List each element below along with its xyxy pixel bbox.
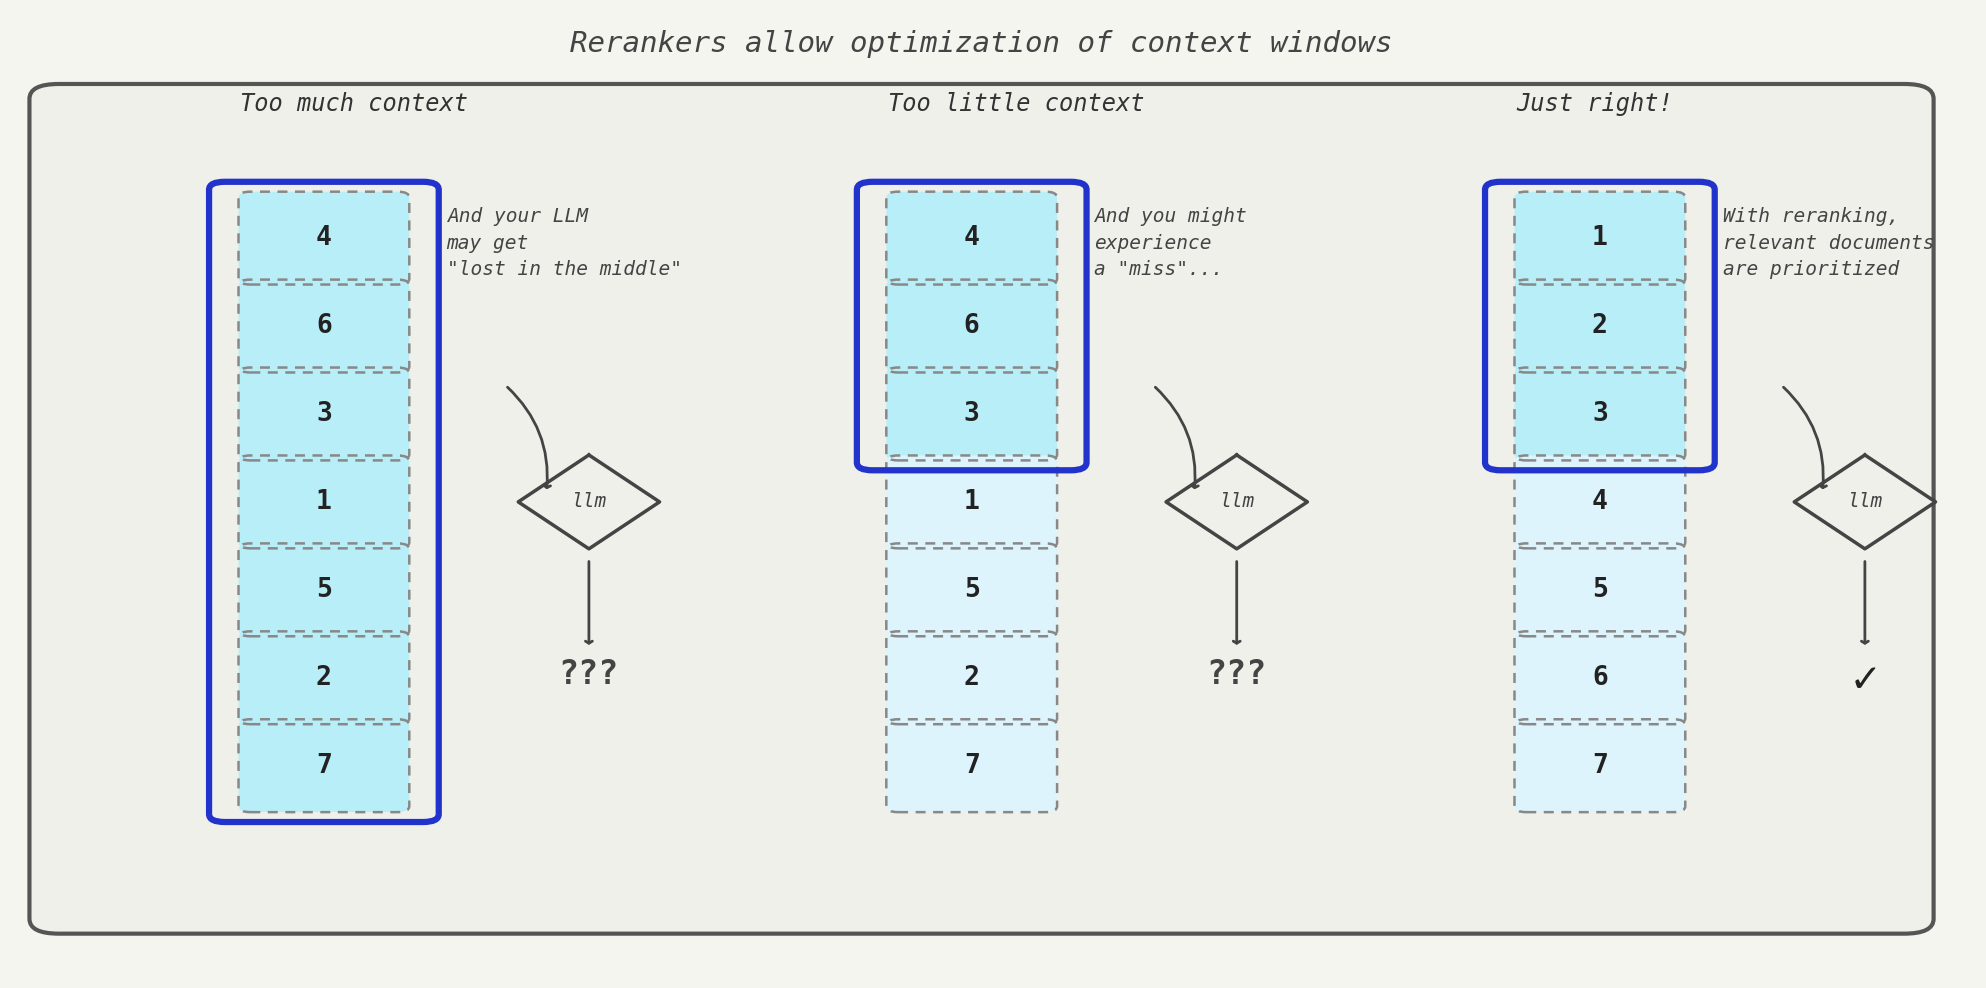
Text: 1: 1 bbox=[963, 489, 979, 515]
Text: llm: llm bbox=[1219, 492, 1255, 512]
FancyBboxPatch shape bbox=[1515, 368, 1686, 460]
FancyBboxPatch shape bbox=[238, 280, 409, 372]
Text: 2: 2 bbox=[1593, 313, 1609, 339]
FancyBboxPatch shape bbox=[238, 192, 409, 285]
FancyBboxPatch shape bbox=[238, 719, 409, 812]
Text: 3: 3 bbox=[1593, 401, 1609, 427]
Polygon shape bbox=[1166, 454, 1307, 549]
FancyBboxPatch shape bbox=[1515, 543, 1686, 636]
Text: 2: 2 bbox=[316, 665, 332, 691]
FancyBboxPatch shape bbox=[1515, 280, 1686, 372]
Text: Rerankers allow optimization of context windows: Rerankers allow optimization of context … bbox=[570, 31, 1392, 58]
Text: Just right!: Just right! bbox=[1517, 92, 1672, 116]
Text: 7: 7 bbox=[1593, 753, 1609, 779]
FancyBboxPatch shape bbox=[1515, 455, 1686, 548]
Polygon shape bbox=[1793, 454, 1936, 549]
FancyBboxPatch shape bbox=[886, 719, 1057, 812]
FancyBboxPatch shape bbox=[1515, 719, 1686, 812]
FancyBboxPatch shape bbox=[238, 631, 409, 724]
Text: 6: 6 bbox=[316, 313, 332, 339]
FancyBboxPatch shape bbox=[886, 455, 1057, 548]
FancyBboxPatch shape bbox=[1515, 631, 1686, 724]
Text: 2: 2 bbox=[963, 665, 979, 691]
FancyBboxPatch shape bbox=[886, 280, 1057, 372]
Text: llm: llm bbox=[1847, 492, 1883, 512]
Text: 7: 7 bbox=[316, 753, 332, 779]
Text: Too much context: Too much context bbox=[240, 92, 469, 116]
FancyBboxPatch shape bbox=[886, 543, 1057, 636]
Text: 5: 5 bbox=[1593, 577, 1609, 603]
FancyBboxPatch shape bbox=[886, 631, 1057, 724]
Text: 1: 1 bbox=[316, 489, 332, 515]
Text: And your LLM
may get
"lost in the middle": And your LLM may get "lost in the middle… bbox=[447, 207, 681, 280]
Text: Too little context: Too little context bbox=[888, 92, 1144, 116]
Text: 3: 3 bbox=[316, 401, 332, 427]
Text: 6: 6 bbox=[1593, 665, 1609, 691]
Polygon shape bbox=[518, 454, 659, 549]
FancyBboxPatch shape bbox=[238, 368, 409, 460]
Text: ???: ??? bbox=[1207, 658, 1267, 691]
Text: With reranking,
relevant documents
are prioritized: With reranking, relevant documents are p… bbox=[1722, 207, 1934, 280]
FancyBboxPatch shape bbox=[238, 455, 409, 548]
Text: 6: 6 bbox=[963, 313, 979, 339]
FancyBboxPatch shape bbox=[886, 192, 1057, 285]
Text: 5: 5 bbox=[316, 577, 332, 603]
Text: 1: 1 bbox=[1593, 225, 1609, 251]
Text: ???: ??? bbox=[558, 658, 620, 691]
Text: 4: 4 bbox=[316, 225, 332, 251]
Text: 3: 3 bbox=[963, 401, 979, 427]
Text: 4: 4 bbox=[1593, 489, 1609, 515]
FancyBboxPatch shape bbox=[30, 84, 1934, 934]
FancyBboxPatch shape bbox=[886, 368, 1057, 460]
FancyBboxPatch shape bbox=[238, 543, 409, 636]
Text: 7: 7 bbox=[963, 753, 979, 779]
Text: 5: 5 bbox=[963, 577, 979, 603]
FancyBboxPatch shape bbox=[1515, 192, 1686, 285]
Text: llm: llm bbox=[572, 492, 606, 512]
Text: ✓: ✓ bbox=[1851, 658, 1879, 700]
Text: 4: 4 bbox=[963, 225, 979, 251]
Text: And you might
experience
a "miss"...: And you might experience a "miss"... bbox=[1094, 207, 1247, 280]
